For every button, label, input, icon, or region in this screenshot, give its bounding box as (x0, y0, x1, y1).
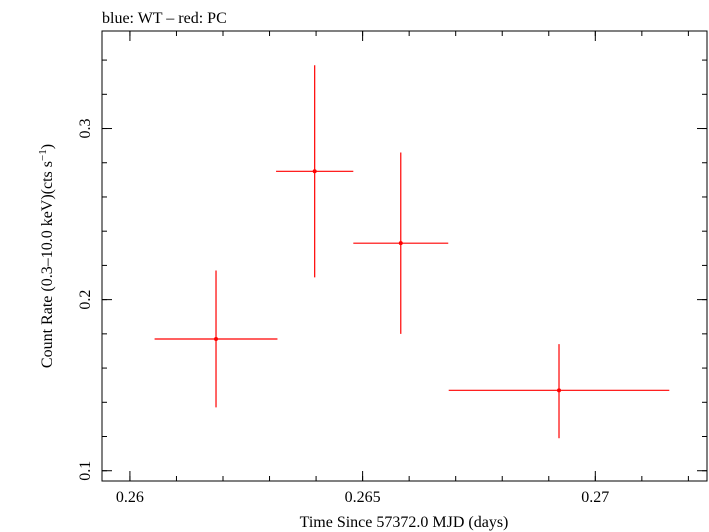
point-marker (312, 169, 317, 174)
x-tick-label: 0.26 (116, 489, 144, 506)
point-marker (557, 388, 562, 393)
data-point (448, 344, 670, 439)
y-tick-labels: 0.1 0.2 0.3 (77, 119, 94, 481)
data-points (154, 65, 670, 439)
axis-ticks (102, 31, 707, 481)
point-marker (214, 336, 219, 341)
y-axis-label-close: ) (39, 144, 56, 149)
y-tick-label: 0.1 (77, 461, 94, 481)
x-tick-label: 0.27 (581, 489, 609, 506)
y-axis-label-superscript: −1 (37, 149, 49, 161)
data-point (353, 152, 449, 334)
plot-frame (101, 30, 708, 482)
x-tick-label: 0.265 (345, 489, 381, 506)
chart-title: blue: WT – red: PC (102, 10, 227, 27)
point-marker (398, 241, 403, 246)
y-tick-label: 0.3 (77, 119, 94, 139)
data-point (276, 65, 354, 278)
x-axis-label: Time Since 57372.0 MJD (days) (300, 514, 509, 531)
y-tick-label: 0.2 (77, 290, 94, 310)
y-axis-label-main: Count Rate (0.3–10.0 keV)(cts s (39, 161, 56, 368)
x-tick-labels: 0.26 0.265 0.27 (116, 489, 609, 506)
y-axis-label: Count Rate (0.3–10.0 keV)(cts s−1) (37, 144, 56, 368)
data-point (154, 270, 278, 408)
